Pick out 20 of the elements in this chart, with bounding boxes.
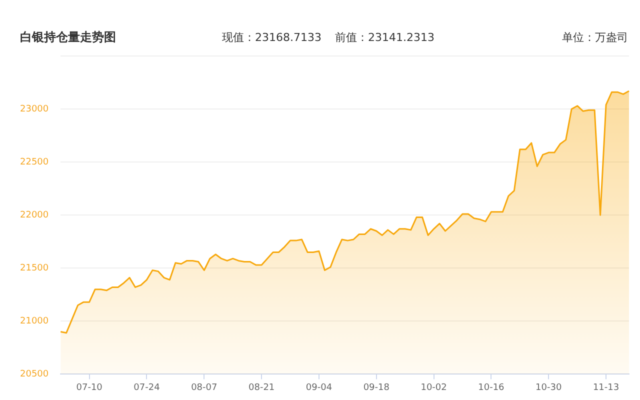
x-tick-label: 09-18: [363, 382, 390, 393]
text: 单位：万盎司: [562, 30, 628, 45]
y-tick-label: 20500: [20, 370, 49, 380]
x-tick-label: 08-21: [248, 382, 275, 393]
chart-title: 白银持仓量走势图: [20, 29, 116, 46]
x-tick-label: 07-24: [134, 382, 160, 393]
text: 现值：23168.7133: [222, 30, 322, 45]
text: 前值：23141.2313: [335, 30, 434, 45]
x-tick-label: 10-30: [536, 382, 562, 393]
x-tick-label: 10-16: [478, 382, 505, 393]
x-tick-label: 08-07: [191, 382, 218, 393]
y-tick-label: 22500: [20, 157, 49, 168]
x-tick-label: 10-02: [420, 382, 447, 393]
y-tick-label: 22000: [20, 210, 49, 220]
y-tick-label: 21500: [20, 263, 49, 274]
x-tick-label: 09-04: [306, 382, 332, 393]
x-tick-label: 07-10: [76, 382, 103, 393]
y-tick-label: 23000: [20, 104, 49, 114]
x-tick-label: 11-13: [592, 382, 620, 393]
y-tick-label: 21000: [20, 316, 49, 327]
